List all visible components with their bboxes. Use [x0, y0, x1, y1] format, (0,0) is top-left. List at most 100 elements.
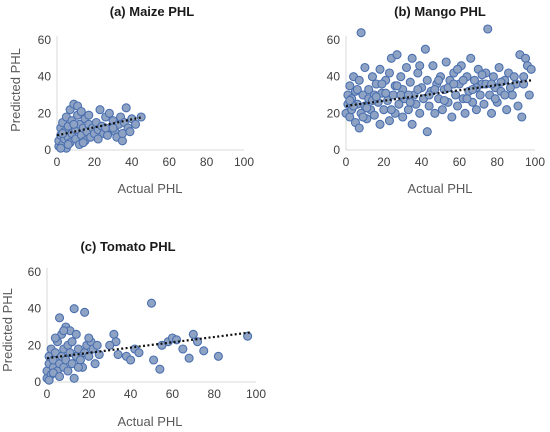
tomato-data-point [67, 337, 77, 347]
mango-data-point [434, 75, 444, 85]
mango-data-point [451, 90, 461, 100]
mango-data-point [384, 116, 395, 126]
mango-data-point [526, 64, 536, 74]
tomato-data-point [50, 333, 60, 343]
mango-data-point [403, 90, 413, 100]
maize-data-point [69, 119, 79, 129]
maize-y-tick-label: 40 [38, 70, 52, 84]
mango-data-point [398, 112, 408, 122]
maize-phl-chart: (a) Maize PHL Predicted PHL Actual PHL 0… [8, 4, 254, 196]
tomato-x-tick-label: 40 [124, 387, 138, 401]
mango-data-point [401, 62, 412, 73]
maize-ylabel: Predicted PHL [8, 48, 23, 132]
mango-data-point [439, 95, 449, 106]
maize-data-point [130, 119, 141, 129]
maize-y-tick-label: 0 [44, 143, 51, 157]
tomato-data-point [69, 373, 79, 383]
mango-data-point [407, 53, 417, 63]
mango-data-point [384, 68, 395, 78]
mango-data-point [424, 101, 434, 111]
mango-data-point [386, 105, 396, 115]
mango-data-point [505, 83, 515, 93]
mango-data-point [358, 112, 368, 122]
tomato-y-tick-label: 20 [28, 338, 42, 352]
tomato-data-point [199, 346, 209, 356]
mango-data-point [471, 105, 481, 115]
maize-trendline [56, 115, 144, 137]
maize-x-tick-label: 100 [234, 155, 254, 169]
tomato-data-point [126, 355, 136, 365]
tomato-data-point [54, 371, 65, 382]
mango-y-tick-label: 20 [327, 106, 341, 120]
tomato-data-point [109, 329, 119, 339]
tomato-ylabel: Predicted PHL [0, 288, 15, 372]
mango-data-point [362, 103, 372, 113]
tomato-data-point [44, 375, 54, 385]
mango-data-point [388, 90, 398, 100]
mango-data-point [375, 119, 385, 129]
tomato-data-point [84, 333, 94, 343]
maize-data-point [136, 112, 146, 122]
tomato-data-point [113, 349, 123, 360]
maize-y-tick-label: 20 [38, 106, 52, 120]
tomato-xlabel: Actual PHL [117, 414, 182, 429]
tomato-trendline [46, 331, 250, 360]
mango-data-point [502, 105, 512, 115]
tomato-y-tick-label: 60 [28, 265, 42, 279]
mango-data-point [405, 77, 415, 87]
mango-data-point [392, 81, 402, 91]
maize-data-point [76, 106, 86, 117]
tomato-data-point [73, 362, 83, 372]
mango-data-point [449, 79, 459, 89]
tomato-data-point [155, 364, 165, 374]
tomato-data-point [71, 329, 81, 339]
maize-xlabel: Actual PHL [117, 181, 182, 196]
mango-data-point [452, 101, 463, 111]
tomato-data-point [184, 353, 194, 363]
mango-data-point [483, 24, 493, 34]
maize-data-point [63, 139, 73, 150]
maize-data-point [78, 138, 88, 148]
mango-data-point [364, 84, 374, 95]
tomato-phl-chart: (c) Tomato PHL Predicted PHL Actual PHL … [0, 239, 266, 429]
mango-data-point [428, 61, 438, 71]
mango-data-point [352, 84, 362, 95]
mango-data-point [488, 72, 498, 82]
mango-data-point [486, 79, 497, 89]
mango-chart-title: (b) Mango PHL [394, 4, 486, 19]
mango-data-point [469, 75, 480, 85]
mango-xlabel: Actual PHL [407, 181, 472, 196]
tomato-data-point [75, 355, 85, 365]
maize-x-tick-label: 0 [54, 155, 61, 169]
tomato-data-point [84, 351, 94, 361]
mango-y-tick-label: 40 [327, 70, 341, 84]
mango-data-point [422, 127, 432, 137]
mango-data-point [507, 90, 517, 100]
tomato-data-point [90, 359, 100, 369]
mango-data-point [486, 108, 497, 118]
maize-data-point [108, 123, 118, 133]
mango-data-point [360, 62, 370, 73]
tomato-data-point [69, 304, 79, 314]
tomato-x-tick-label: 0 [44, 387, 51, 401]
mango-x-tick-label: 100 [525, 155, 545, 169]
mango-data-point [377, 79, 387, 89]
mango-data-point [447, 112, 457, 122]
maize-y-tick-label: 60 [38, 33, 52, 47]
mango-data-point [392, 50, 402, 60]
mango-data-point [354, 75, 364, 85]
mango-data-point [524, 90, 534, 100]
maize-data-point [56, 143, 66, 153]
mango-data-point [345, 81, 355, 91]
mango-data-point [520, 53, 531, 63]
maize-x-tick-label: 80 [200, 155, 214, 169]
mango-data-point [379, 105, 389, 115]
tomato-data-point [243, 331, 253, 341]
tomato-data-point [149, 355, 159, 365]
maize-data-point [84, 110, 94, 120]
mango-data-point [381, 88, 391, 98]
mango-data-point [441, 57, 451, 67]
mango-data-point [354, 123, 364, 133]
tomato-x-tick-label: 100 [246, 387, 266, 401]
mango-data-point [367, 72, 378, 82]
